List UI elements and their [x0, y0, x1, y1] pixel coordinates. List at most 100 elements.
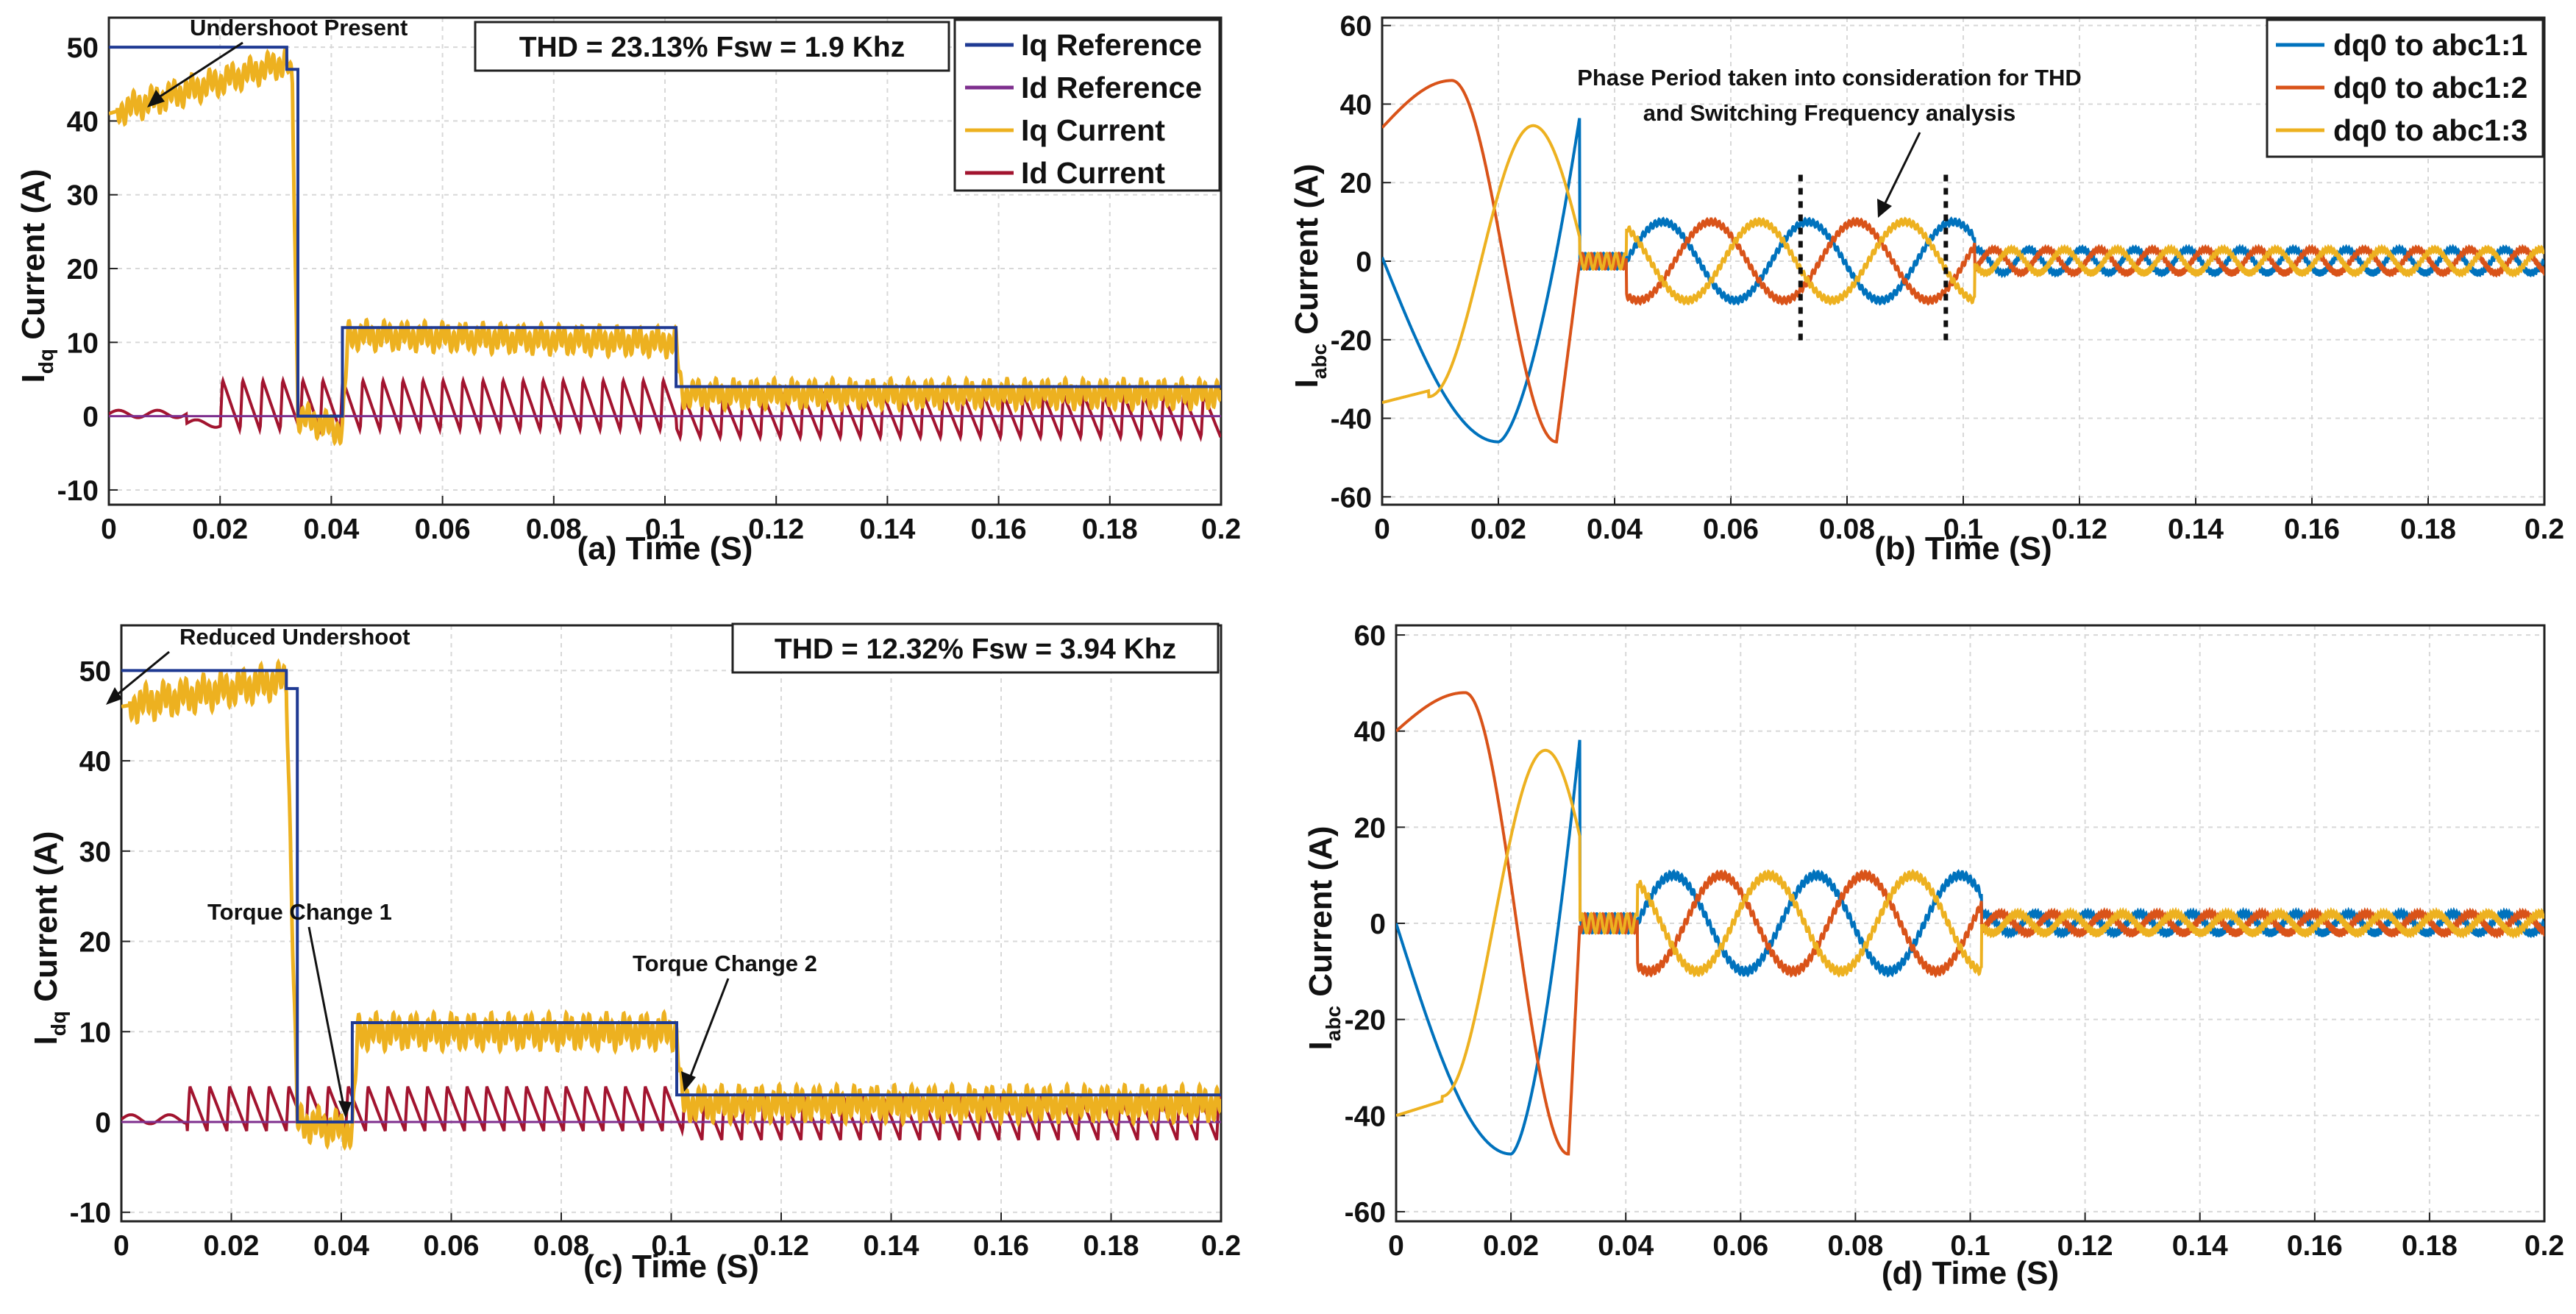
- panel-b: 0 0.02 0.04 0.06 0.08 0.1 0.12 0.14 0.16 0.18 0.2 -…: [1289, 11, 2564, 567]
- series-phase-1: [1396, 739, 2544, 1156]
- x-tick-label: 0: [1374, 514, 1390, 545]
- y-tick-label: 40: [67, 106, 99, 138]
- panel-d: 0 0.02 0.04 0.06 0.08 0.1 0.12 0.14 0.16 0.18 0.2 -…: [1303, 620, 2564, 1291]
- x-tick-label: 0.04: [1587, 514, 1643, 545]
- plot-area: [1382, 79, 2544, 444]
- series-iq-reference: [121, 669, 1221, 1123]
- annotation-label: and Switching Frequency analysis: [1643, 100, 2015, 126]
- y-tick-label: 20: [67, 254, 99, 285]
- annotation-arrowhead: [681, 1071, 696, 1092]
- x-tick-label: 0.18: [1082, 514, 1138, 545]
- thd-text: THD = 12.32% Fsw = 3.94 Khz: [775, 633, 1176, 665]
- thd-text: THD = 23.13% Fsw = 1.9 Khz: [519, 32, 905, 63]
- legend-label: dq0 to abc1:1: [2333, 28, 2527, 62]
- x-axis-caption: (c) Time (S): [583, 1249, 759, 1285]
- annotation-arrowhead: [106, 687, 122, 705]
- y-tick-label: 50: [67, 32, 99, 64]
- y-tick-label: 10: [67, 327, 99, 359]
- x-tick-label: 0.06: [424, 1230, 480, 1262]
- y-axis-label: Idq Current (A): [15, 169, 57, 383]
- x-tick-label: 0: [113, 1230, 129, 1262]
- y-tick-label: 30: [67, 180, 99, 212]
- y-tick-label: -20: [1345, 1005, 1386, 1037]
- series-iq-reference: [109, 46, 1221, 418]
- y-tick-label: 0: [82, 402, 99, 433]
- y-tick-label: 0: [95, 1107, 111, 1139]
- series-phase-3: [1382, 124, 2544, 405]
- annotation-arrowhead: [1877, 199, 1892, 218]
- y-tick-label: 0: [1370, 909, 1386, 940]
- x-tick-label: 0.06: [1712, 1230, 1768, 1262]
- x-tick-label: 0.02: [204, 1230, 260, 1262]
- x-tick-label: 0.08: [533, 1230, 589, 1262]
- series-iq-current: [109, 46, 1221, 447]
- x-axis-caption: (a) Time (S): [577, 530, 753, 567]
- panel-a: 0 0.02 0.04 0.06 0.08 0.1 0.12 0.14 0.16 0.18 0.2 -…: [15, 15, 1241, 567]
- legend-label: Id Reference: [1021, 71, 1202, 104]
- x-tick-label: 0.2: [2525, 1230, 2564, 1262]
- plot-area: [1396, 691, 2544, 1156]
- panel-c: 0 0.02 0.04 0.06 0.08 0.1 0.12 0.14 0.16 0.18 0.2 -…: [28, 622, 1241, 1285]
- y-tick-label: -10: [57, 475, 99, 507]
- x-tick-label: 0.2: [1201, 1230, 1241, 1262]
- annotation-arrowhead: [147, 90, 165, 107]
- y-tick-label: 40: [1354, 717, 1386, 748]
- x-tick-label: 0.08: [526, 514, 582, 545]
- y-tick-label: 60: [1354, 620, 1386, 652]
- annotation-arrow: [307, 926, 346, 1110]
- legend-label: Iq Reference: [1021, 28, 1202, 62]
- x-tick-label: 0.14: [2172, 1230, 2228, 1262]
- x-tick-label: 0.04: [303, 514, 359, 545]
- plot-area: [121, 658, 1221, 1151]
- y-tick-label: 60: [1340, 11, 1372, 43]
- plot-frame: [107, 16, 1223, 506]
- y-tick-label: -20: [1331, 325, 1372, 357]
- legend-label: Iq Current: [1021, 113, 1165, 147]
- x-tick-label: 0.04: [1598, 1230, 1654, 1262]
- series-id-current: [109, 375, 1221, 443]
- annotation-label: Torque Change 2: [633, 951, 817, 976]
- x-tick-label: 0: [1388, 1230, 1404, 1262]
- legend-box: [953, 18, 1221, 192]
- x-tick-label: 0.04: [313, 1230, 369, 1262]
- x-axis-caption: (b) Time (S): [1874, 530, 2052, 567]
- x-axis-caption: (d) Time (S): [1882, 1255, 2059, 1291]
- y-tick-label: -10: [70, 1198, 111, 1229]
- y-tick-label: -60: [1331, 482, 1372, 514]
- y-tick-label: 0: [1356, 246, 1372, 278]
- x-tick-label: 0.1: [645, 514, 685, 545]
- thd-box: [474, 21, 950, 72]
- plot-area: [109, 46, 1221, 447]
- y-tick-label: 20: [1340, 168, 1372, 199]
- x-tick-label: 0.18: [1084, 1230, 1139, 1262]
- y-tick-label: -40: [1331, 404, 1372, 436]
- x-tick-label: 0.1: [1950, 1230, 1990, 1262]
- y-tick-label: -60: [1345, 1197, 1386, 1229]
- annotation-arrow: [111, 650, 170, 700]
- x-tick-label: 0.1: [1943, 514, 1983, 545]
- y-tick-label: 50: [79, 656, 111, 687]
- x-tick-label: 0.12: [2052, 514, 2107, 545]
- x-tick-label: 0.12: [753, 1230, 809, 1262]
- legend: dq0 to abc1:1 dq0 to abc1:2 dq0 to abc1:3: [2266, 18, 2544, 158]
- annotation-arrow: [687, 978, 730, 1082]
- x-tick-label: 0.12: [2057, 1230, 2113, 1262]
- series-iq-current: [121, 658, 1221, 1151]
- y-axis-label: Idq Current (A): [28, 831, 70, 1045]
- x-tick-label: 0.06: [1703, 514, 1759, 545]
- plot-frame: [120, 624, 1223, 1223]
- legend: Iq Reference Id Reference Iq Current Id Cur…: [953, 18, 1221, 192]
- x-tick-label: 0.02: [1483, 1230, 1539, 1262]
- x-tick-label: 0.16: [2287, 1230, 2343, 1262]
- x-tick-label: 0.2: [2525, 514, 2564, 545]
- annotation-label: Undershoot Present: [190, 15, 408, 40]
- x-tick-label: 0.16: [973, 1230, 1029, 1262]
- y-axis-label: Iabc Current (A): [1289, 164, 1331, 388]
- x-tick-label: 0.02: [192, 514, 248, 545]
- annotation-label: Reduced Undershoot: [179, 624, 410, 650]
- x-tick-label: 0.14: [859, 514, 915, 545]
- series-phase-2: [1382, 79, 2544, 444]
- x-tick-label: 0.1: [651, 1230, 691, 1262]
- x-tick-label: 0.16: [971, 514, 1027, 545]
- y-axis-label: Iabc Current (A): [1303, 826, 1345, 1051]
